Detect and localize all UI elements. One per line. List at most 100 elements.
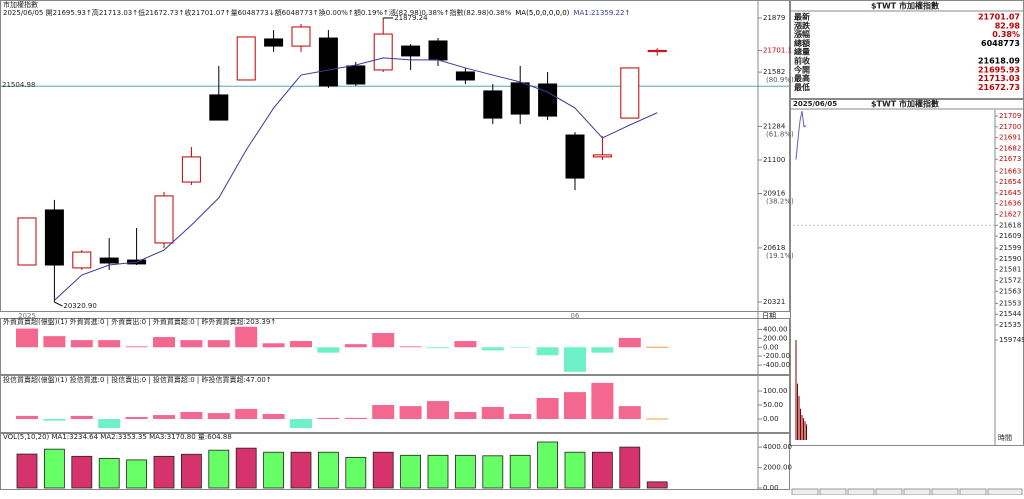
quote-label: 總量 bbox=[794, 47, 810, 57]
y-tick-label: 100.00 bbox=[763, 387, 788, 395]
tab[interactable] bbox=[792, 489, 818, 495]
y-tick-label: 159749 bbox=[999, 336, 1024, 344]
flow-bar bbox=[290, 419, 312, 428]
flow-bar bbox=[564, 347, 586, 372]
y-tick-label: 20916 bbox=[763, 190, 786, 198]
header-ma: MA(5,0,0,0,0,0) bbox=[515, 9, 569, 17]
quote-title: $TWT 市加權指數 bbox=[871, 1, 939, 11]
quote-value: 82.98 bbox=[995, 21, 1021, 30]
volume-bar bbox=[72, 456, 92, 488]
flow-bar bbox=[71, 416, 93, 419]
volume-bar bbox=[291, 452, 311, 488]
flow-bar bbox=[427, 347, 449, 348]
fib-label: (61.8%) bbox=[766, 130, 794, 138]
flow-bar bbox=[290, 341, 312, 347]
candle-body bbox=[100, 258, 118, 263]
candle-body bbox=[374, 34, 392, 70]
candle-body bbox=[18, 218, 36, 265]
quote-label: 漲跌 bbox=[794, 20, 811, 30]
quote-value: 21701.07 bbox=[978, 13, 1020, 22]
flow-bar bbox=[454, 412, 476, 419]
volume-bar bbox=[565, 452, 585, 488]
quote-value: 21618.09 bbox=[978, 57, 1020, 66]
tab[interactable] bbox=[848, 489, 874, 495]
y-tick-label: 21599 bbox=[999, 244, 1021, 252]
flow-bar bbox=[400, 406, 422, 419]
flow-bar bbox=[537, 347, 559, 355]
tab[interactable] bbox=[820, 489, 846, 495]
y-tick-label: 21535 bbox=[999, 321, 1021, 329]
y-tick-label: 2000.00 bbox=[763, 464, 792, 472]
panel-title: VOL(5,10,20) MA1:3234.64 MA2:3353.35 MA3… bbox=[3, 433, 232, 441]
y-tick-label: 0.00 bbox=[763, 484, 779, 492]
candle-body bbox=[45, 210, 63, 265]
y-tick-label: 21879 bbox=[763, 14, 785, 22]
y-tick-label: 0.00 bbox=[763, 343, 779, 351]
tab[interactable] bbox=[988, 489, 1022, 495]
y-tick-label: -200.00 bbox=[763, 352, 790, 360]
candle-body bbox=[292, 27, 310, 46]
y-tick-label: 21673 bbox=[999, 155, 1021, 163]
flow-bar bbox=[317, 418, 339, 419]
quote-label: 總額 bbox=[794, 38, 810, 48]
flow-bar bbox=[126, 346, 148, 347]
y-tick-label: 21645 bbox=[999, 189, 1021, 197]
volume-bar bbox=[154, 456, 174, 488]
flow-bar bbox=[564, 392, 586, 419]
flow-bar bbox=[43, 336, 65, 347]
quote-value: 21672.73 bbox=[978, 83, 1020, 92]
candle-body bbox=[566, 135, 584, 178]
candle-body bbox=[319, 38, 337, 86]
quote-label: 前收 bbox=[794, 56, 810, 66]
mini-time-label: 時間 bbox=[998, 434, 1012, 442]
flow-bar bbox=[482, 407, 504, 419]
y-tick-label: 50.00 bbox=[763, 401, 783, 409]
tab[interactable] bbox=[960, 489, 986, 495]
candle-body bbox=[511, 83, 529, 114]
candle-body bbox=[429, 41, 447, 60]
high-label: 21879.24 bbox=[394, 14, 428, 22]
volume-bar bbox=[99, 458, 119, 488]
tab[interactable] bbox=[876, 489, 902, 495]
flow-bar bbox=[317, 347, 339, 352]
y-tick-label: 21701.1 bbox=[763, 46, 792, 54]
flow-bar bbox=[509, 414, 531, 419]
tab[interactable] bbox=[932, 489, 958, 495]
date-axis-label: 日期 bbox=[762, 312, 776, 320]
quote-value: 0.38% bbox=[992, 30, 1020, 39]
header-info: 2025/06/05 開21695.93↑高21713.03↑低21672.73… bbox=[3, 8, 512, 17]
candle-body bbox=[265, 39, 283, 46]
flow-bar bbox=[591, 347, 613, 352]
quote-label: 今開 bbox=[793, 64, 810, 74]
candle-body bbox=[593, 155, 611, 157]
y-tick-label: 21663 bbox=[999, 167, 1021, 175]
quote-value: 6048773 bbox=[981, 39, 1020, 48]
y-tick-label: -400.00 bbox=[763, 361, 790, 369]
flow-bar bbox=[619, 338, 641, 347]
volume-bar bbox=[264, 452, 284, 488]
y-tick-label: 21284 bbox=[763, 122, 786, 130]
candle-body bbox=[210, 95, 228, 120]
volume-bar bbox=[44, 449, 64, 488]
tab[interactable] bbox=[904, 489, 930, 495]
y-tick-label: 21709 bbox=[999, 112, 1021, 120]
mini-title: $TWT 市加權指數 bbox=[871, 99, 939, 109]
y-tick-label: 21572 bbox=[999, 277, 1021, 285]
candle-body bbox=[347, 66, 365, 84]
flow-bar bbox=[372, 333, 394, 347]
quote-value: 21695.93 bbox=[978, 65, 1020, 74]
candle-body bbox=[73, 252, 91, 268]
candle-body bbox=[237, 37, 255, 80]
flow-bar bbox=[482, 347, 504, 350]
y-tick-label: 21627 bbox=[999, 210, 1021, 218]
flow-bar bbox=[71, 340, 93, 347]
y-tick-label: 21682 bbox=[999, 144, 1021, 152]
y-tick-label: 21691 bbox=[999, 134, 1021, 142]
flow-bar bbox=[98, 340, 120, 347]
flow-bar bbox=[180, 412, 202, 419]
header-ma1: MA1:21359.22↑ bbox=[573, 9, 630, 17]
volume-bar bbox=[428, 455, 448, 488]
y-tick-label: 400.00 bbox=[763, 325, 788, 333]
